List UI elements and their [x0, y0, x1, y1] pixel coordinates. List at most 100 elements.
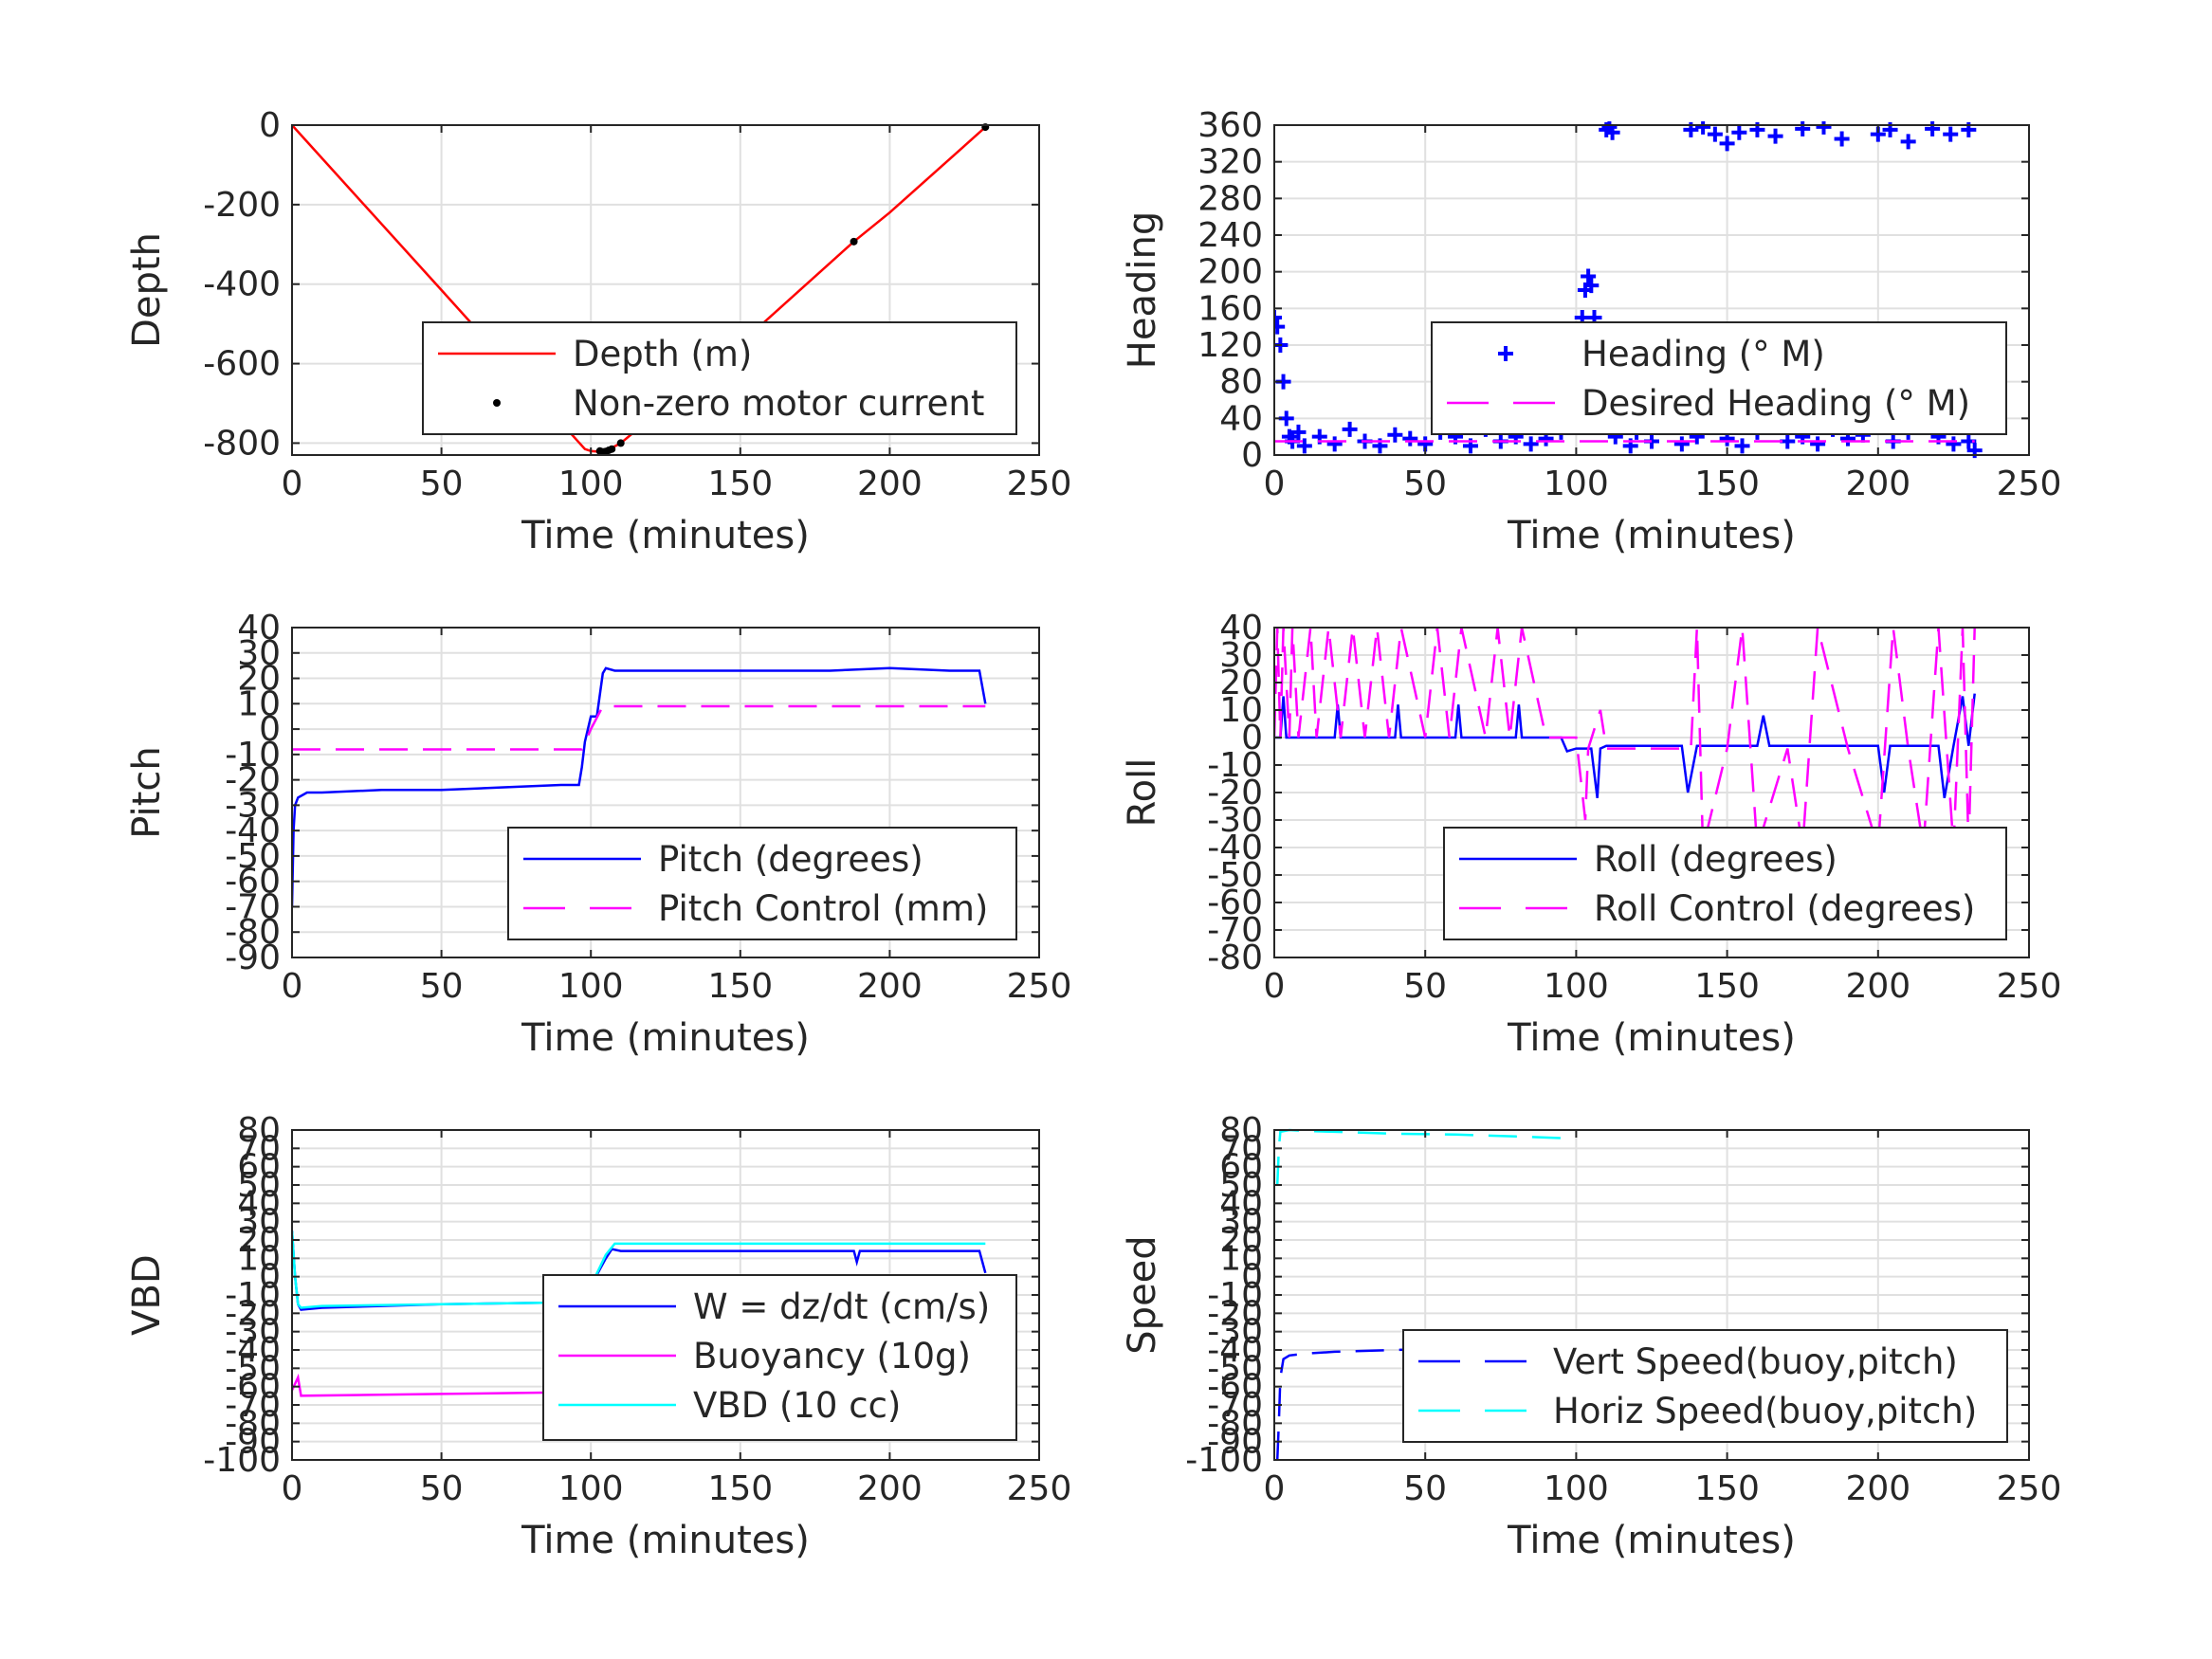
panel-5: 0 50 100 150 200 25080706050403020100-10-20-3… [1121, 1111, 2061, 1562]
data-point [1523, 436, 1539, 452]
data-point [1767, 128, 1783, 144]
legend-label: Heading (° M) [1581, 334, 1825, 374]
x-tick-label: 0 [1264, 465, 1286, 503]
x-tick-label: 200 [1845, 967, 1910, 1006]
y-tick-label: -20 [225, 761, 281, 800]
legend-swatch [493, 399, 501, 407]
y-axis-label: Depth [125, 232, 169, 348]
x-tick-label: 100 [1544, 967, 1609, 1006]
data-point [1731, 124, 1747, 140]
legend-box [507, 827, 1017, 940]
data-point [1604, 124, 1620, 140]
data-point [1816, 121, 1832, 135]
series-group [1274, 627, 1976, 848]
data-point [850, 237, 858, 246]
y-tick-label: 80 [1219, 363, 1263, 402]
data-point [1326, 436, 1343, 452]
legend: Depth (m) Non-zero motor current [422, 321, 1017, 435]
data-point [1946, 436, 1962, 452]
x-tick-label: 50 [420, 967, 464, 1006]
x-tick-label: 150 [1694, 1469, 1760, 1508]
y-tick-label: 10 [1219, 1239, 1263, 1278]
x-tick-label: 0 [1264, 1469, 1286, 1508]
panel-2: 0 50 100 150 200 250403020100-10-20-30-40-50-… [125, 609, 1071, 1060]
legend: Heading (° M) Desired Heading (° M) [1431, 321, 2007, 435]
series-line-1 [1274, 627, 1976, 848]
legend-label: Roll (degrees) [1594, 839, 1837, 880]
y-tick-label: -90 [225, 939, 281, 977]
y-tick-label: 160 [1197, 289, 1263, 328]
legend-box [1431, 321, 2007, 435]
legend-box [1443, 827, 2007, 940]
y-tick-label: 20 [1219, 664, 1263, 702]
y-tick-label: 70 [1219, 1129, 1263, 1168]
data-point [608, 445, 616, 453]
series-line-1 [1275, 1128, 1567, 1186]
y-tick-label: 60 [1219, 1148, 1263, 1187]
data-point [1943, 126, 1959, 142]
x-tick-label: 150 [1694, 465, 1760, 503]
x-tick-label: 0 [1264, 967, 1286, 1006]
legend: W = dz/dt (cm/s) Buoyancy (10g) VBD (10 cc… [542, 1274, 1017, 1441]
y-tick-label: -50 [1207, 856, 1263, 895]
y-tick-label: -30 [1207, 801, 1263, 840]
data-point [1925, 121, 1941, 137]
y-tick-label: -200 [203, 186, 281, 225]
x-tick-label: 200 [1845, 1469, 1910, 1508]
x-tick-label: 50 [1403, 967, 1447, 1006]
x-tick-label: 50 [1403, 1469, 1447, 1508]
x-tick-label: 200 [1845, 465, 1910, 503]
y-tick-label: -20 [225, 1294, 281, 1333]
y-tick-label: 20 [1219, 1221, 1263, 1260]
y-tick-label: 240 [1197, 216, 1263, 255]
legend-label: Desired Heading (° M) [1581, 383, 1970, 424]
y-tick-label: -100 [203, 1441, 281, 1480]
y-tick-label: 10 [1219, 691, 1263, 730]
legend-box [422, 321, 1017, 435]
x-tick-label: 50 [1403, 465, 1447, 503]
y-tick-label: 280 [1197, 179, 1263, 218]
y-tick-label: -20 [1207, 774, 1263, 812]
y-tick-label: -60 [1207, 884, 1263, 922]
legend-label: Pitch Control (mm) [658, 888, 988, 929]
x-axis-label: Time (minutes) [1507, 1016, 1796, 1060]
y-tick-label: 120 [1197, 326, 1263, 365]
data-point [616, 439, 625, 447]
y-tick-label: -20 [1207, 1294, 1263, 1333]
y-tick-label: 40 [1219, 609, 1263, 647]
y-axis-label: Roll [1121, 758, 1164, 828]
y-tick-label: -30 [225, 1313, 281, 1352]
y-tick-label: 0 [259, 710, 281, 749]
y-tick-label: -10 [1207, 746, 1263, 785]
y-tick-label: -70 [225, 887, 281, 926]
data-point [1707, 126, 1723, 142]
series-group [292, 666, 987, 907]
y-tick-label: -10 [225, 736, 281, 775]
legend-label: VBD (10 cc) [693, 1385, 901, 1426]
legend-label: Depth (m) [573, 334, 752, 374]
x-tick-label: 0 [282, 1469, 303, 1508]
data-point [1900, 134, 1916, 150]
data-point [1387, 427, 1403, 443]
y-tick-label: 40 [1219, 1184, 1263, 1223]
y-tick-label: 0 [259, 1258, 281, 1297]
axes-frame [291, 124, 1040, 456]
y-tick-label: -80 [1207, 1404, 1263, 1443]
y-tick-label: 20 [237, 1221, 281, 1260]
y-axis-label: VBD [125, 1254, 169, 1336]
y-tick-label: 0 [1241, 1258, 1263, 1297]
data-point [1695, 121, 1711, 135]
y-tick-label: 360 [1197, 106, 1263, 145]
data-point [1296, 438, 1312, 454]
y-tick-label: -30 [1207, 1313, 1263, 1352]
axes-frame [291, 627, 1040, 958]
x-tick-label: 200 [857, 1469, 923, 1508]
y-tick-label: 0 [259, 106, 281, 145]
x-tick-label: 50 [420, 465, 464, 503]
x-tick-label: 100 [558, 1469, 624, 1508]
data-point [1795, 121, 1811, 137]
y-tick-label: 80 [237, 1111, 281, 1150]
y-tick-label: 0 [1241, 436, 1263, 475]
x-tick-label: 50 [420, 1469, 464, 1508]
data-point [1583, 278, 1600, 294]
